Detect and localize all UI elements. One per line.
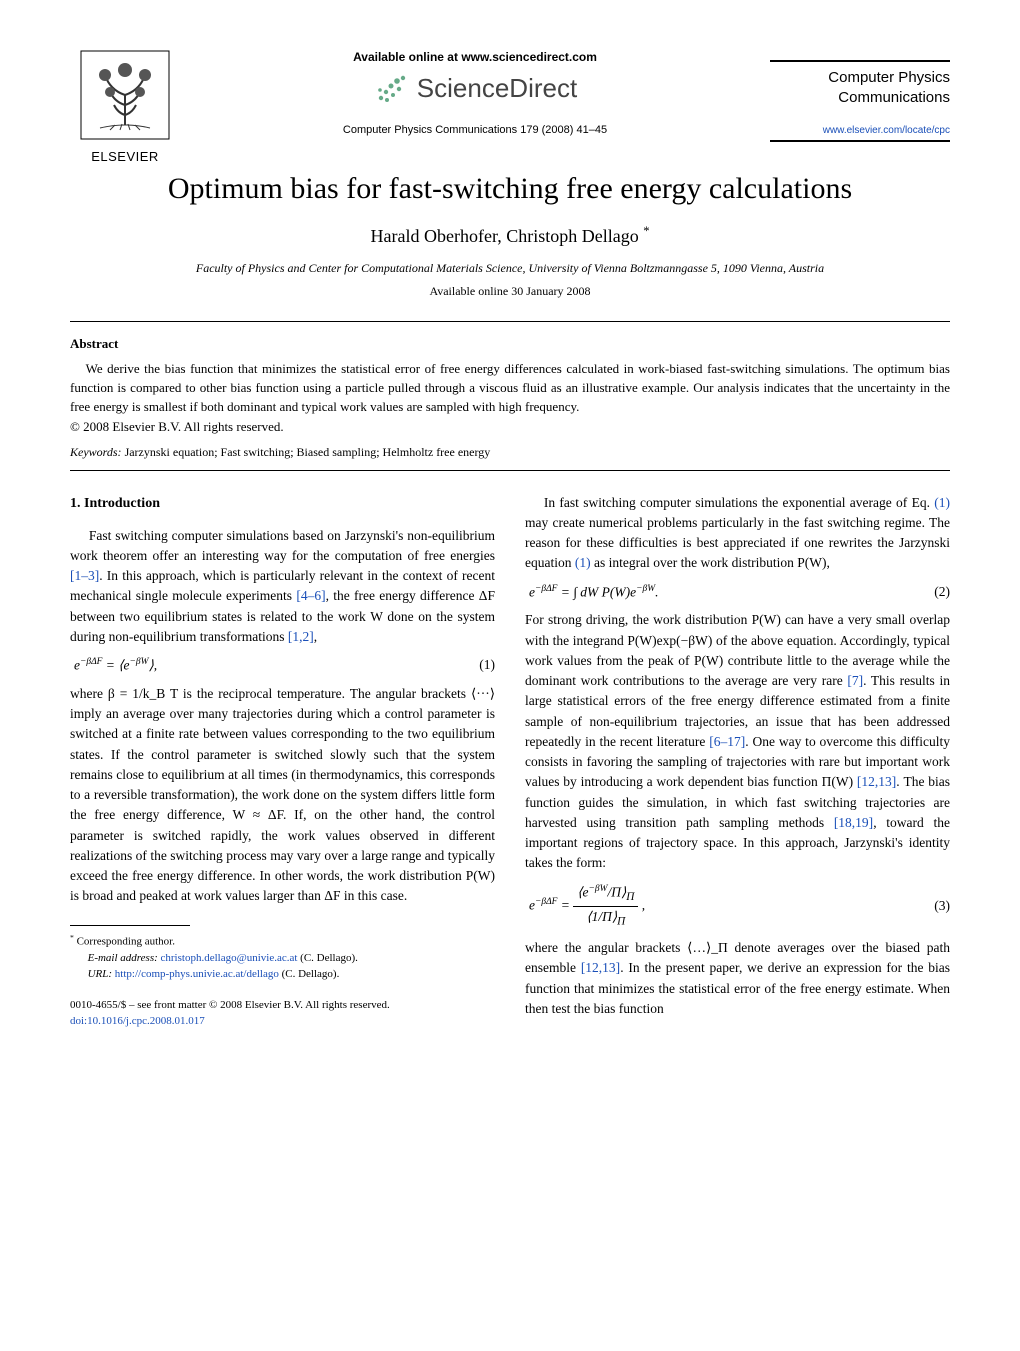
ref-eq1b[interactable]: (1) (575, 555, 591, 570)
ref-6-17[interactable]: [6–17] (709, 734, 745, 749)
equation-1-number: (1) (465, 655, 495, 675)
keywords-text: Jarzynski equation; Fast switching; Bias… (122, 445, 491, 459)
journal-name: Computer Physics Communications (770, 60, 950, 107)
col2-p1c: as integral over the work distribution P… (591, 555, 830, 570)
authors: Harald Oberhofer, Christoph Dellago * (70, 224, 950, 247)
equation-1-row: e−βΔF = ⟨e−βW⟩, (1) (70, 655, 495, 676)
front-matter-line: 0010-4655/$ – see front matter © 2008 El… (70, 997, 495, 1014)
email-after: (C. Dellago). (297, 952, 357, 964)
url-after: (C. Dellago). (279, 968, 339, 980)
keywords-label: Keywords: (70, 445, 122, 459)
journal-url[interactable]: www.elsevier.com/locate/cpc (770, 125, 950, 142)
ref-12-13b[interactable]: [12,13] (581, 960, 620, 975)
equation-2-number: (2) (920, 582, 950, 602)
footnote-url: URL: http://comp-phys.univie.ac.at/della… (70, 966, 495, 983)
col1-p1a: Fast switching computer simulations base… (70, 528, 495, 563)
available-online-text: Available online at www.sciencedirect.co… (200, 50, 750, 64)
ref-1-2[interactable]: [1,2] (288, 629, 314, 644)
elsevier-tree-logo (80, 50, 170, 140)
publisher-block: ELSEVIER (70, 50, 180, 164)
corresponding-marker: * (643, 224, 649, 238)
equation-3: e−βΔF = ⟨e−βW/Π⟩Π ⟨1/Π⟩Π , (525, 882, 920, 931)
body-columns: 1. Introduction Fast switching computer … (70, 493, 950, 1030)
footnote-corr-text: Corresponding author. (77, 935, 175, 947)
sciencedirect-brand: ScienceDirect (373, 70, 577, 106)
ref-12-13a[interactable]: [12,13] (857, 774, 896, 789)
footnote-rule (70, 925, 190, 926)
equation-1: e−βΔF = ⟨e−βW⟩, (70, 655, 465, 676)
publisher-name: ELSEVIER (70, 149, 180, 164)
col1-para1: Fast switching computer simulations base… (70, 526, 495, 648)
col2-para3: where the angular brackets ⟨…⟩_Π denote … (525, 938, 950, 1019)
footnote-corr: * Corresponding author. (70, 932, 495, 950)
copyright-line: © 2008 Elsevier B.V. All rights reserved… (70, 419, 950, 435)
sciencedirect-text: ScienceDirect (417, 73, 577, 104)
equation-2: e−βΔF = ∫ dW P(W)e−βW. (525, 582, 920, 603)
center-header: Available online at www.sciencedirect.co… (180, 50, 770, 136)
ref-eq1a[interactable]: (1) (934, 495, 950, 510)
email-link[interactable]: christoph.dellago@univie.ac.at (158, 952, 298, 964)
header-row: ELSEVIER Available online at www.science… (70, 50, 950, 164)
affiliation: Faculty of Physics and Center for Comput… (70, 261, 950, 276)
article-page: ELSEVIER Available online at www.science… (0, 0, 1020, 1070)
section-1-heading: 1. Introduction (70, 493, 495, 514)
abstract-block: Abstract We derive the bias function tha… (70, 322, 950, 470)
equation-3-number: (3) (920, 896, 950, 916)
ref-7[interactable]: [7] (847, 673, 863, 688)
publication-date: Available online 30 January 2008 (70, 284, 950, 299)
footnotes: * Corresponding author. E-mail address: … (70, 932, 495, 983)
journal-name-l2: Communications (838, 89, 950, 106)
rule-below-abstract (70, 470, 950, 471)
url-label: URL: (88, 968, 112, 980)
col2-para1: In fast switching computer simulations t… (525, 493, 950, 574)
equation-2-row: e−βΔF = ∫ dW P(W)e−βW. (2) (525, 582, 950, 603)
email-label: E-mail address: (88, 952, 158, 964)
footnote-email: E-mail address: christoph.dellago@univie… (70, 950, 495, 967)
url-link[interactable]: http://comp-phys.univie.ac.at/dellago (112, 968, 279, 980)
right-header: Computer Physics Communications www.else… (770, 50, 950, 142)
journal-reference: Computer Physics Communications 179 (200… (200, 124, 750, 136)
bottom-info: 0010-4655/$ – see front matter © 2008 El… (70, 997, 495, 1030)
left-column: 1. Introduction Fast switching computer … (70, 493, 495, 1030)
author-names: Harald Oberhofer, Christoph Dellago (371, 226, 639, 246)
col1-p1d: , (314, 629, 317, 644)
equation-3-row: e−βΔF = ⟨e−βW/Π⟩Π ⟨1/Π⟩Π , (3) (525, 882, 950, 931)
col2-p1a: In fast switching computer simulations t… (544, 495, 934, 510)
ref-18-19[interactable]: [18,19] (834, 815, 873, 830)
abstract-heading: Abstract (70, 336, 950, 352)
right-column: In fast switching computer simulations t… (525, 493, 950, 1030)
ref-4-6[interactable]: [4–6] (296, 588, 325, 603)
abstract-text: We derive the bias function that minimiz… (70, 360, 950, 417)
col2-para2: For strong driving, the work distributio… (525, 610, 950, 873)
sciencedirect-dots-icon (373, 70, 409, 106)
article-title: Optimum bias for fast-switching free ene… (70, 172, 950, 206)
keywords-line: Keywords: Jarzynski equation; Fast switc… (70, 445, 950, 460)
journal-name-l1: Computer Physics (828, 69, 950, 86)
doi-link[interactable]: doi:10.1016/j.cpc.2008.01.017 (70, 1013, 495, 1030)
col1-para2: where β = 1/k_B T is the reciprocal temp… (70, 684, 495, 907)
ref-1-3[interactable]: [1–3] (70, 568, 99, 583)
